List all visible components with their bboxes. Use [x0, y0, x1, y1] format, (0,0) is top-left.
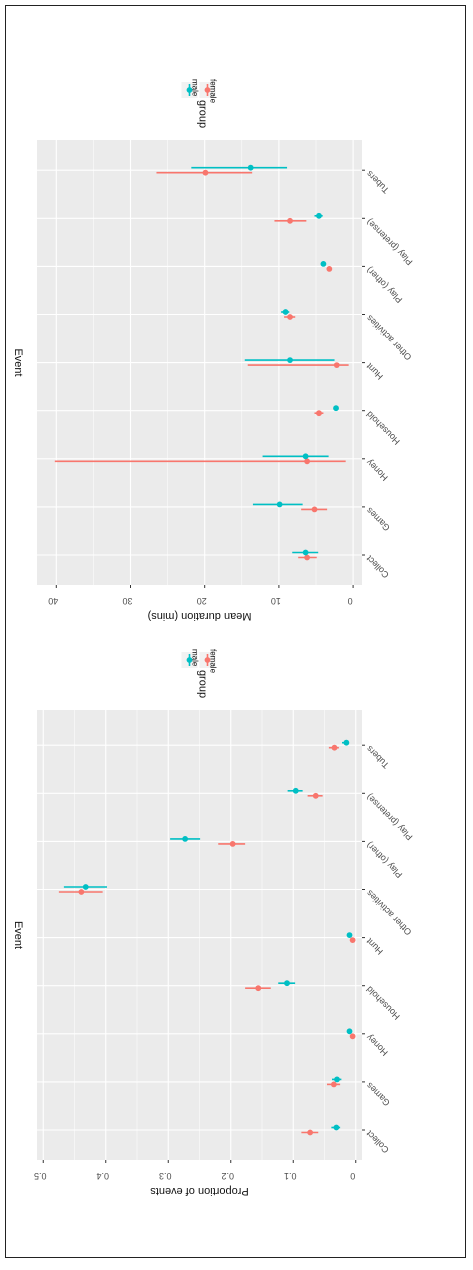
legend-key-point-male [186, 87, 193, 93]
point-male-collect [302, 549, 309, 556]
point-male-play-pretense [316, 212, 322, 219]
point-female-play-pretense [287, 217, 293, 224]
point-female-tubers [331, 744, 338, 751]
x-axis-title: Event [12, 348, 24, 376]
legend-title: group [197, 100, 209, 128]
point-male-hunt [346, 932, 353, 938]
legend-label-female: female [209, 649, 218, 674]
point-female-collect [307, 1129, 314, 1136]
y-axis-title: Proportion of events [150, 1185, 249, 1197]
legend-label-female: female [209, 79, 218, 104]
legend-key-point-female [204, 657, 211, 663]
point-male-play-pretense [292, 787, 299, 794]
legend-title: group [197, 670, 209, 698]
point-male-household [284, 980, 290, 987]
point-male-household [333, 405, 339, 412]
point-female-collect [304, 554, 310, 561]
legend-key-point-female [204, 87, 211, 93]
y-tick-label: 0.3 [159, 1171, 172, 1181]
y-tick-label: 0.4 [96, 1171, 109, 1181]
legend-key-point-male [186, 657, 193, 663]
point-female-other-activities [78, 889, 85, 895]
point-male-play-other [320, 261, 327, 267]
y-axis-title: Mean duration (mins) [148, 610, 252, 622]
point-male-other-activities [282, 309, 289, 315]
legend-label-male: male [191, 649, 200, 667]
point-female-household [255, 985, 262, 992]
point-female-hunt [333, 362, 340, 368]
point-female-play-other [229, 841, 236, 847]
y-tick-label: 40 [48, 596, 58, 606]
point-male-play-other [182, 836, 189, 842]
point-male-hunt [287, 357, 293, 363]
point-female-hunt [349, 937, 356, 943]
y-tick-label: 10 [271, 596, 281, 606]
point-female-honey [349, 1033, 356, 1040]
legend-label-male: male [191, 79, 200, 97]
point-female-tubers [202, 169, 209, 176]
y-tick-label: 0.1 [284, 1171, 297, 1181]
point-male-collect [333, 1124, 340, 1131]
y-tick-label: 0.2 [221, 1171, 234, 1181]
point-female-other-activities [287, 314, 293, 320]
point-male-tubers [343, 739, 350, 746]
point-male-honey [346, 1028, 353, 1035]
point-female-games [311, 506, 318, 513]
point-male-other-activities [82, 884, 89, 890]
x-axis-title: Event [12, 921, 24, 949]
point-female-honey [304, 458, 310, 465]
y-tick-label: 0 [348, 596, 353, 606]
y-tick-label: 20 [197, 596, 207, 606]
y-tick-label: 0 [350, 1171, 355, 1181]
point-male-honey [302, 453, 309, 460]
point-male-games [334, 1076, 340, 1083]
y-tick-label: 0.5 [34, 1171, 47, 1181]
point-male-games [276, 501, 283, 508]
point-female-play-other [326, 266, 333, 272]
figure-border [5, 5, 466, 1258]
point-female-play-pretense [312, 792, 319, 799]
point-male-tubers [247, 164, 254, 171]
y-tick-label: 30 [122, 596, 132, 606]
point-female-household [316, 410, 322, 417]
point-female-games [330, 1081, 337, 1088]
